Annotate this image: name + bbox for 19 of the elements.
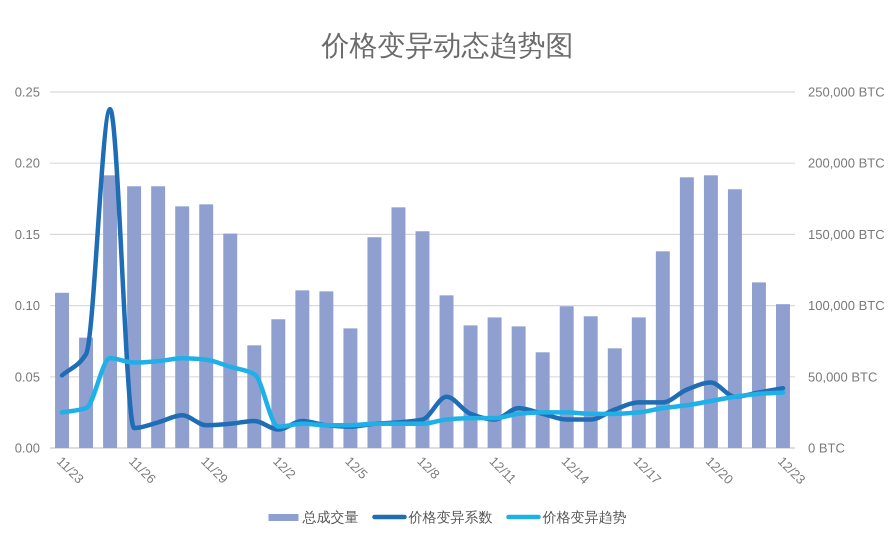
x-tick-label: 12/2 xyxy=(270,454,299,482)
y-tick-label: 0.20 xyxy=(14,156,40,171)
title: 价格变异动态趋势图 xyxy=(322,30,574,61)
legend-label: 价格变异系数 xyxy=(408,509,492,525)
y2-tick-label: 150,000 BTC xyxy=(808,226,885,242)
y-tick-label: 0.05 xyxy=(14,369,40,384)
y2-tick-label: 100,000 BTC xyxy=(808,298,885,314)
y-tick-label: 0.25 xyxy=(14,84,40,100)
y-tick-label: 0.00 xyxy=(14,440,40,456)
y-tick-label: 0.15 xyxy=(14,226,40,242)
x-tick-label: 12/8 xyxy=(414,454,443,482)
y2-tick-label: 200,000 BTC xyxy=(808,156,885,171)
legend-label: 总成交量 xyxy=(302,509,358,525)
y2-tick-label: 250,000 BTC xyxy=(808,84,885,100)
y2-tick-label: 50,000 BTC xyxy=(808,369,878,384)
legend-label: 价格变异趋势 xyxy=(542,509,626,525)
x-tick-label: 12/5 xyxy=(342,454,371,482)
y2-tick-label: 0 BTC xyxy=(808,440,845,456)
y-tick-label: 0.10 xyxy=(14,298,40,314)
